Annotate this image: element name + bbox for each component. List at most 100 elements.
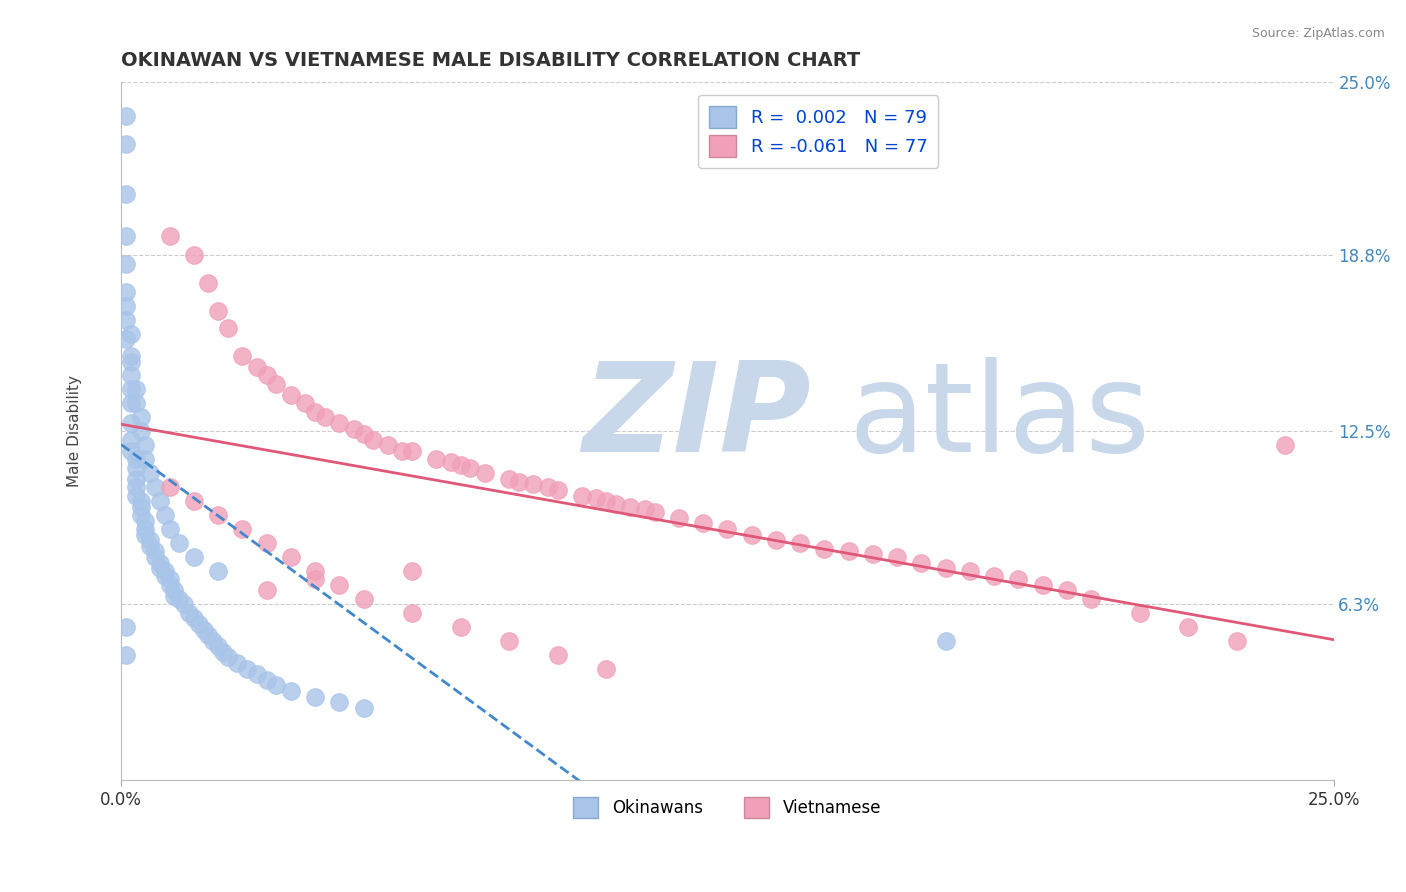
Point: [425, 452, 447, 467]
Point: [585, 491, 607, 506]
Point: [163, 583, 186, 598]
Point: [129, 500, 152, 514]
Point: [139, 466, 162, 480]
Point: [353, 591, 375, 606]
Point: [353, 427, 375, 442]
Point: [474, 466, 496, 480]
Point: [401, 564, 423, 578]
Point: [1128, 606, 1150, 620]
Point: [1056, 583, 1078, 598]
Point: [124, 480, 146, 494]
Point: [173, 598, 195, 612]
Point: [159, 228, 181, 243]
Point: [391, 443, 413, 458]
Point: [1177, 620, 1199, 634]
Point: [668, 511, 690, 525]
Point: [115, 257, 138, 271]
Point: [605, 497, 627, 511]
Point: [115, 299, 138, 313]
Point: [256, 583, 278, 598]
Point: [115, 228, 138, 243]
Point: [120, 368, 142, 383]
Point: [207, 640, 229, 654]
Point: [120, 349, 142, 363]
Point: [813, 541, 835, 556]
Point: [115, 187, 138, 202]
Point: [789, 536, 811, 550]
Point: [149, 556, 172, 570]
Point: [741, 527, 763, 541]
Point: [217, 321, 239, 335]
Legend: Okinawans, Vietnamese: Okinawans, Vietnamese: [567, 790, 889, 824]
Point: [1225, 633, 1247, 648]
Point: [361, 433, 384, 447]
Point: [183, 549, 205, 564]
Point: [537, 480, 560, 494]
Point: [508, 475, 530, 489]
Point: [120, 443, 142, 458]
Point: [246, 667, 269, 681]
Point: [765, 533, 787, 548]
Point: [159, 578, 181, 592]
Point: [1007, 572, 1029, 586]
Point: [193, 623, 215, 637]
Text: atlas: atlas: [849, 357, 1150, 478]
Point: [212, 645, 235, 659]
Point: [246, 360, 269, 375]
Point: [120, 433, 142, 447]
Point: [522, 477, 544, 491]
Point: [692, 516, 714, 531]
Point: [498, 633, 520, 648]
Point: [129, 410, 152, 425]
Point: [183, 494, 205, 508]
Point: [120, 354, 142, 368]
Text: OKINAWAN VS VIETNAMESE MALE DISABILITY CORRELATION CHART: OKINAWAN VS VIETNAMESE MALE DISABILITY C…: [121, 51, 860, 70]
Point: [207, 304, 229, 318]
Point: [143, 544, 166, 558]
Point: [571, 489, 593, 503]
Point: [159, 480, 181, 494]
Point: [595, 662, 617, 676]
Point: [328, 416, 350, 430]
Point: [440, 455, 463, 469]
Point: [187, 617, 209, 632]
Point: [159, 572, 181, 586]
Point: [183, 611, 205, 625]
Point: [314, 410, 336, 425]
Point: [304, 690, 326, 704]
Point: [134, 514, 156, 528]
Point: [139, 539, 162, 553]
Point: [401, 443, 423, 458]
Point: [294, 396, 316, 410]
Point: [120, 416, 142, 430]
Point: [115, 648, 138, 662]
Point: [120, 396, 142, 410]
Point: [256, 368, 278, 383]
Point: [207, 564, 229, 578]
Point: [1031, 578, 1053, 592]
Point: [124, 460, 146, 475]
Point: [256, 673, 278, 687]
Point: [266, 376, 288, 391]
Point: [115, 285, 138, 299]
Point: [115, 620, 138, 634]
Point: [169, 591, 191, 606]
Y-axis label: Male Disability: Male Disability: [67, 376, 83, 487]
Point: [935, 561, 957, 575]
Point: [328, 695, 350, 709]
Point: [377, 438, 399, 452]
Point: [547, 648, 569, 662]
Point: [143, 480, 166, 494]
Point: [129, 425, 152, 439]
Point: [458, 460, 481, 475]
Point: [202, 633, 225, 648]
Point: [153, 564, 176, 578]
Point: [280, 549, 302, 564]
Point: [353, 700, 375, 714]
Point: [217, 650, 239, 665]
Text: Source: ZipAtlas.com: Source: ZipAtlas.com: [1251, 27, 1385, 40]
Point: [304, 572, 326, 586]
Point: [129, 508, 152, 522]
Point: [935, 633, 957, 648]
Point: [619, 500, 641, 514]
